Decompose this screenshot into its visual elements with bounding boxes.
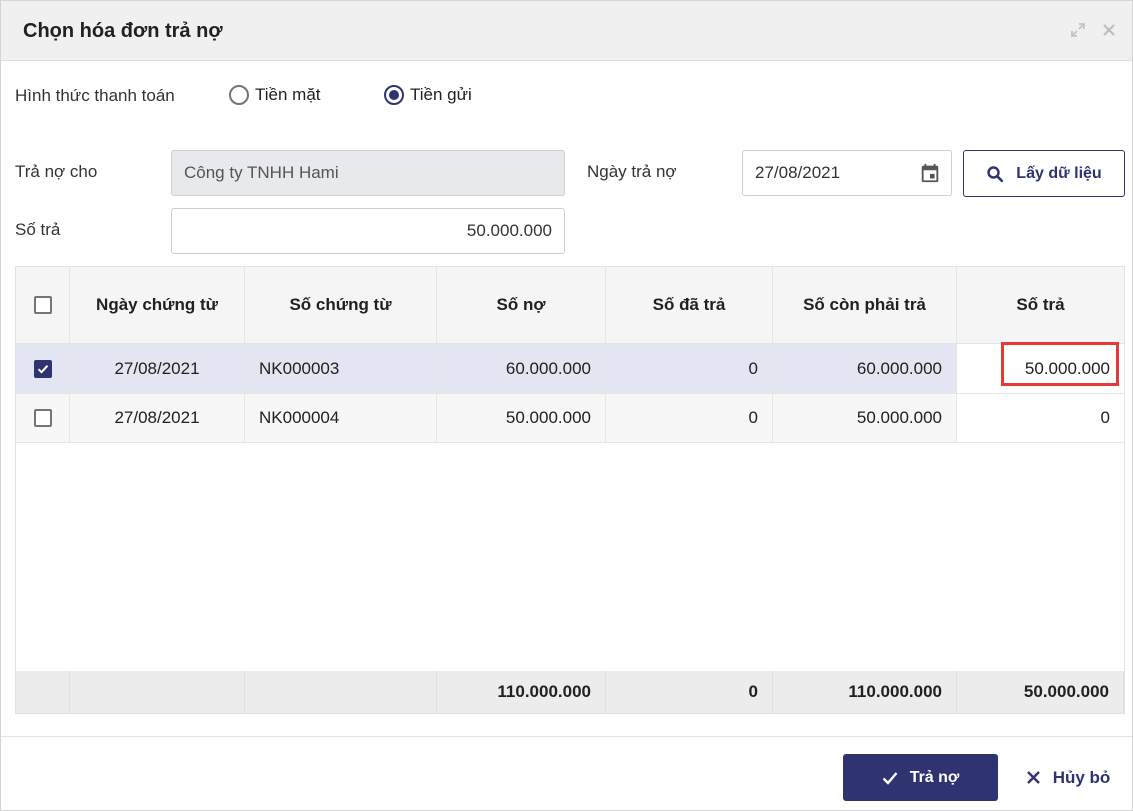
- row-remaining: 50.000.000: [773, 394, 957, 442]
- payee-field[interactable]: [171, 150, 565, 196]
- cancel-label: Hủy bỏ: [1052, 767, 1111, 787]
- footer-divider: [1, 736, 1132, 737]
- table-row[interactable]: 27/08/2021 NK000003 60.000.000 0 60.000.…: [16, 344, 1124, 394]
- amount-label: Số trả: [15, 220, 61, 239]
- column-header-doc-no[interactable]: Số chứng từ: [245, 267, 437, 343]
- radio-bank-deposit-label: Tiền gửi: [410, 85, 472, 104]
- row-select-cell: [16, 344, 70, 393]
- table-row[interactable]: 27/08/2021 NK000004 50.000.000 0 50.000.…: [16, 394, 1124, 443]
- totals-empty-cell: [16, 671, 70, 713]
- row-doc-no: NK000003: [245, 344, 437, 393]
- row-remaining: 60.000.000: [773, 344, 957, 393]
- amount-field[interactable]: [171, 208, 565, 254]
- row-paid: 0: [606, 394, 773, 442]
- load-data-button[interactable]: Lấy dữ liệu: [963, 150, 1125, 197]
- radio-bank-deposit-circle[interactable]: [384, 85, 404, 105]
- load-data-label: Lấy dữ liệu: [1016, 164, 1102, 182]
- column-header-debt[interactable]: Số nợ: [437, 267, 606, 343]
- radio-cash-circle[interactable]: [229, 85, 249, 105]
- total-paid: 0: [606, 671, 773, 713]
- close-x-icon: [1026, 771, 1040, 784]
- payee-label: Trả nợ cho: [15, 162, 98, 181]
- payment-date-label: Ngày trả nợ: [587, 162, 677, 181]
- row-paid: 0: [606, 344, 773, 393]
- row-debt: 60.000.000: [437, 344, 606, 393]
- row-checkbox[interactable]: [33, 359, 52, 378]
- header-select-all-cell: [16, 267, 70, 343]
- calendar-icon[interactable]: [919, 162, 941, 184]
- row-date: 27/08/2021: [70, 344, 245, 393]
- close-icon[interactable]: [1098, 19, 1120, 41]
- expand-icon[interactable]: [1067, 19, 1089, 41]
- row-debt: 50.000.000: [437, 394, 606, 442]
- row-pay-amount[interactable]: 0: [957, 394, 1124, 442]
- row-doc-no: NK000004: [245, 394, 437, 442]
- table-header: Ngày chứng từ Số chứng từ Số nợ Số đã tr…: [16, 267, 1124, 344]
- checkmark-icon: [882, 771, 898, 785]
- pay-debt-label: Trả nợ: [909, 768, 960, 786]
- radio-bank-deposit[interactable]: Tiền gửi: [384, 85, 472, 105]
- total-pay: 50.000.000: [957, 671, 1124, 713]
- total-remaining: 110.000.000: [773, 671, 957, 713]
- column-header-paid[interactable]: Số đã trả: [606, 267, 773, 343]
- radio-cash-label: Tiền mặt: [255, 85, 321, 104]
- payment-date-field[interactable]: [742, 150, 952, 196]
- total-debt: 110.000.000: [437, 671, 606, 713]
- payment-method-label: Hình thức thanh toán: [15, 86, 175, 105]
- row-pay-amount[interactable]: 50.000.000: [957, 344, 1124, 393]
- cancel-button[interactable]: Hủy bỏ: [1013, 754, 1123, 801]
- column-header-remaining[interactable]: Số còn phải trả: [773, 267, 957, 343]
- row-checkbox[interactable]: [33, 409, 52, 427]
- check-icon: [37, 364, 48, 374]
- table-totals-row: 110.000.000 0 110.000.000 50.000.000: [16, 671, 1124, 713]
- totals-empty-cell: [70, 671, 245, 713]
- dialog-title: Chọn hóa đơn trả nợ: [23, 20, 223, 42]
- column-header-date[interactable]: Ngày chứng từ: [70, 267, 245, 343]
- totals-empty-cell: [245, 671, 437, 713]
- search-icon: [987, 165, 1004, 182]
- row-date: 27/08/2021: [70, 394, 245, 442]
- row-select-cell: [16, 394, 70, 442]
- pay-debt-button[interactable]: Trả nợ: [843, 754, 998, 801]
- column-header-pay[interactable]: Số trả: [1016, 295, 1065, 314]
- dialog-titlebar: Chọn hóa đơn trả nợ: [1, 1, 1132, 61]
- radio-cash[interactable]: Tiền mặt: [229, 85, 321, 105]
- select-all-checkbox[interactable]: [33, 296, 52, 314]
- invoice-table: Ngày chứng từ Số chứng từ Số nợ Số đã tr…: [15, 266, 1125, 714]
